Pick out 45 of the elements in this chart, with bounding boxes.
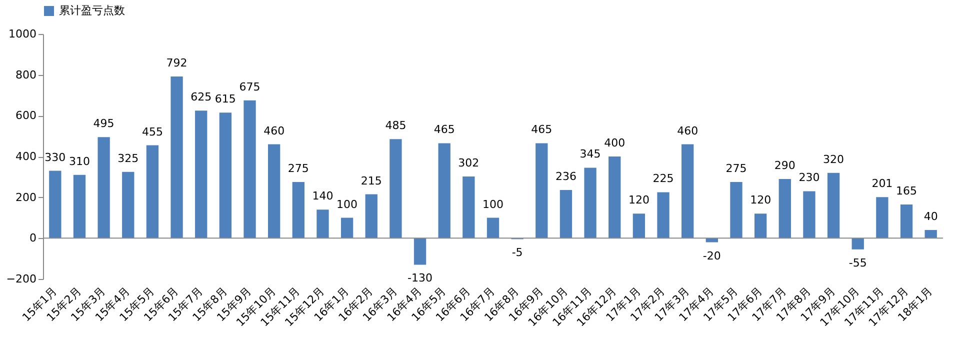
data-label: 120 (750, 194, 772, 207)
data-label: 330 (44, 150, 66, 164)
data-label: 465 (531, 123, 552, 136)
data-label: 236 (555, 170, 576, 183)
data-label: 310 (68, 154, 90, 168)
data-label: 485 (385, 119, 406, 132)
data-label: 400 (604, 136, 626, 150)
y-tick-label: 600 (16, 109, 36, 122)
data-label: 460 (264, 124, 285, 138)
data-label: -130 (408, 272, 433, 285)
data-label: 345 (580, 148, 601, 161)
data-label: 140 (312, 190, 334, 203)
y-tick-label: 400 (16, 150, 36, 163)
data-label: -20 (702, 249, 721, 262)
data-label: 325 (118, 152, 139, 165)
y-tick-label: 1000 (8, 28, 36, 40)
data-label: 302 (458, 156, 480, 170)
data-label: 225 (652, 172, 674, 186)
data-label: 290 (774, 158, 796, 172)
data-label: -55 (848, 256, 867, 270)
data-label: 165 (896, 184, 918, 198)
data-label: 625 (190, 90, 212, 104)
data-label: 100 (482, 198, 504, 211)
y-tick-label: 200 (16, 190, 36, 204)
legend-label: 累计盈亏点数 (59, 4, 125, 17)
data-label: 495 (93, 117, 114, 130)
data-label: 215 (360, 174, 382, 188)
y-tick-label: −200 (6, 272, 36, 286)
data-label: 275 (288, 162, 309, 176)
data-label: -5 (512, 246, 523, 260)
data-label: 460 (677, 124, 698, 138)
data-label: 40 (924, 210, 938, 223)
y-tick-label: 0 (30, 232, 36, 245)
data-label: 201 (872, 177, 893, 190)
data-label: 792 (166, 56, 188, 70)
data-label: 320 (823, 152, 844, 166)
data-label: 275 (726, 162, 747, 176)
y-tick-label: 800 (16, 68, 36, 82)
data-label: 465 (434, 123, 455, 136)
data-label: 615 (214, 92, 236, 106)
data-label: 230 (798, 171, 820, 184)
data-label: 675 (239, 80, 260, 94)
data-label: 120 (628, 194, 650, 207)
data-label: 455 (142, 125, 163, 138)
data-label: 100 (336, 198, 358, 211)
